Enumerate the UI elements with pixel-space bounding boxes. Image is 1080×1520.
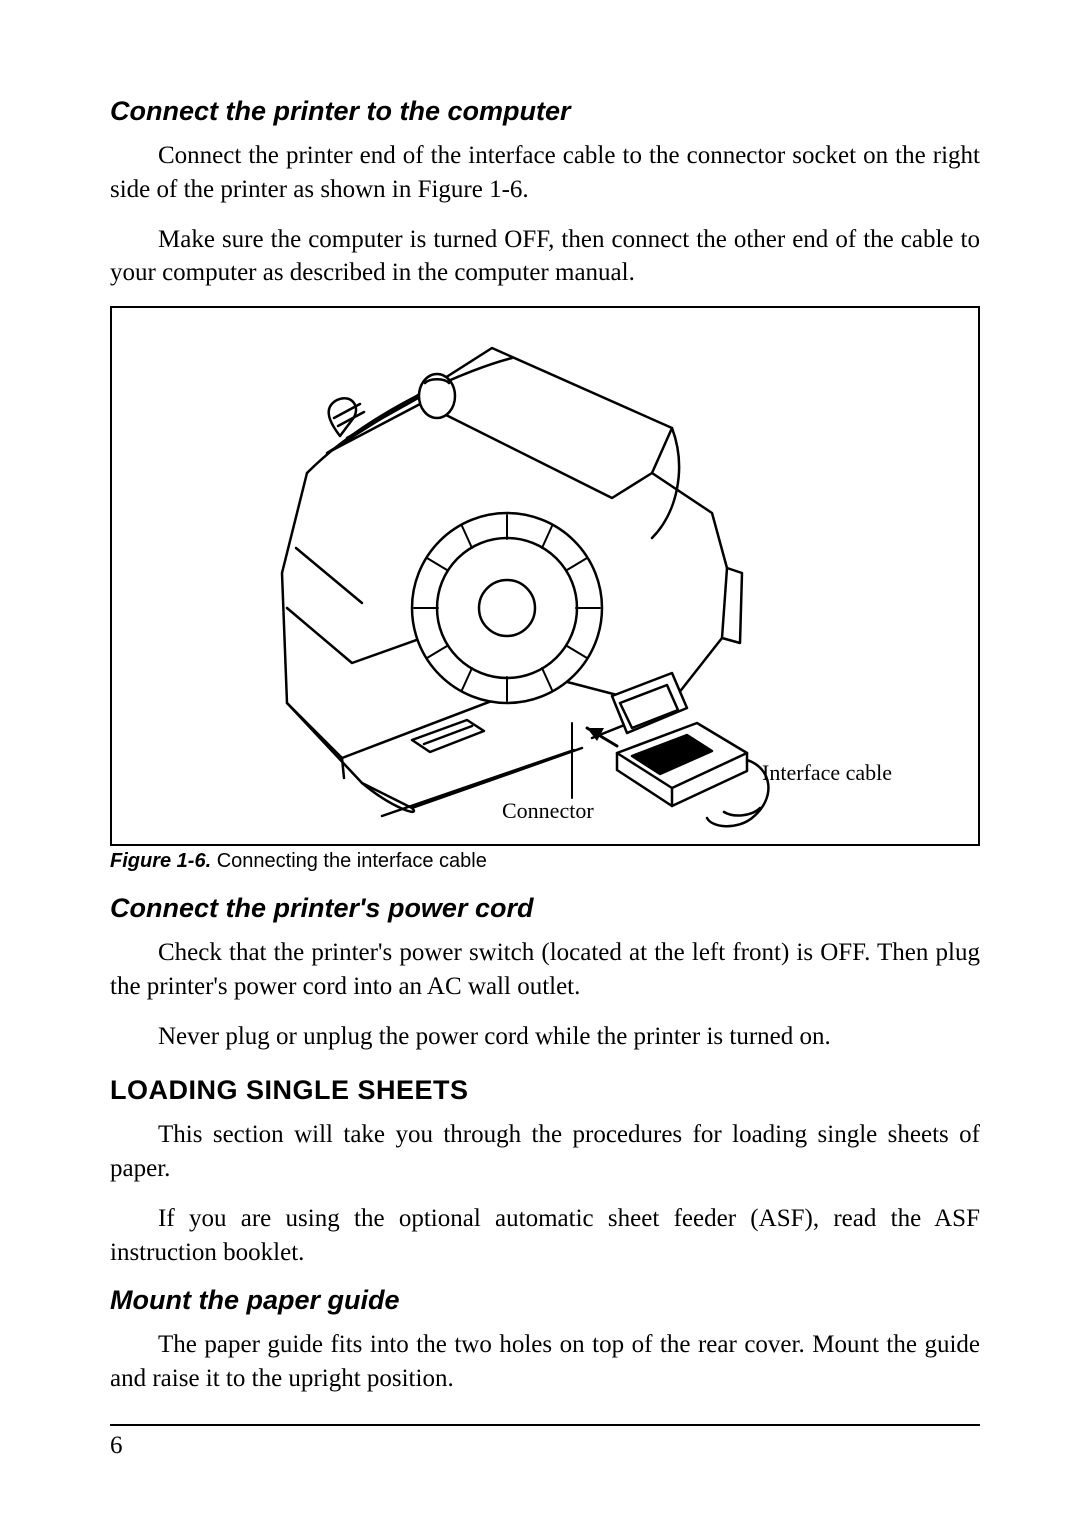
heading-loading-single-sheets: LOADING SINGLE SHEETS [110, 1075, 980, 1106]
heading-mount-paper-guide: Mount the paper guide [110, 1285, 980, 1316]
figure-1-6-box: Connector Interface cable [110, 306, 980, 846]
para-never-plug: Never plug or unplug the power cord whil… [110, 1020, 980, 1054]
figure-label-interface-cable: Interface cable [762, 760, 892, 786]
heading-connect-printer-computer: Connect the printer to the computer [110, 96, 980, 127]
figure-caption-number: Figure 1-6. [110, 850, 211, 872]
para-computer-off: Make sure the computer is turned OFF, th… [110, 223, 980, 291]
figure-caption-text: Connecting the interface cable [211, 850, 487, 872]
page-footer-rule [110, 1424, 980, 1426]
para-asf: If you are using the optional automatic … [110, 1202, 980, 1270]
heading-connect-power-cord: Connect the printer's power cord [110, 893, 980, 924]
figure-label-connector: Connector [502, 798, 594, 824]
page-number: 6 [110, 1432, 980, 1460]
para-connect-cable: Connect the printer end of the interface… [110, 139, 980, 207]
para-power-switch: Check that the printer's power switch (l… [110, 936, 980, 1004]
figure-1-6-caption: Figure 1-6. Connecting the interface cab… [110, 850, 980, 873]
para-paper-guide: The paper guide fits into the two holes … [110, 1328, 980, 1396]
para-loading-intro: This section will take you through the p… [110, 1118, 980, 1186]
